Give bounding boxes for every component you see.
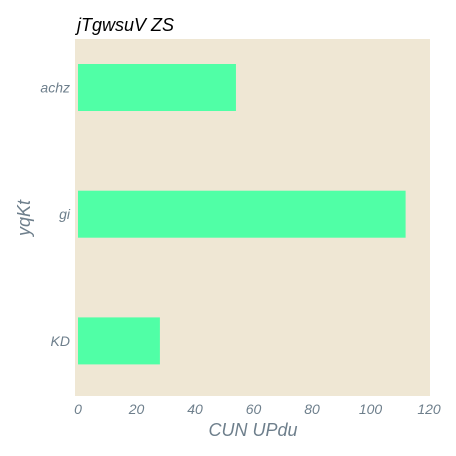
x-tick-label-20: 20: [128, 401, 145, 417]
y-tick-label-achz: achz: [40, 80, 70, 96]
y-tick-label-KD: KD: [51, 333, 70, 349]
bar-gi: [78, 190, 406, 238]
y-tick-label-gi: gi: [59, 206, 71, 222]
x-axis-label: CUN UPdu: [208, 420, 297, 440]
y-tick-labels: achz gi KD: [40, 80, 70, 349]
x-tick-label-80: 80: [304, 401, 320, 417]
y-axis-label: yqKt: [14, 199, 34, 238]
bar-achz: [78, 64, 236, 111]
chart-title: jTgwsuV ZS: [74, 15, 174, 35]
bar-KD: [78, 317, 160, 365]
x-tick-label-100: 100: [359, 401, 383, 417]
x-tick-labels: 0 20 40 60 80 100 120: [74, 401, 441, 417]
bars-group: [78, 64, 406, 365]
x-tick-label-60: 60: [246, 401, 262, 417]
x-tick-label-0: 0: [74, 401, 82, 417]
x-tick-label-40: 40: [187, 401, 203, 417]
x-tick-label-120: 120: [417, 401, 441, 417]
